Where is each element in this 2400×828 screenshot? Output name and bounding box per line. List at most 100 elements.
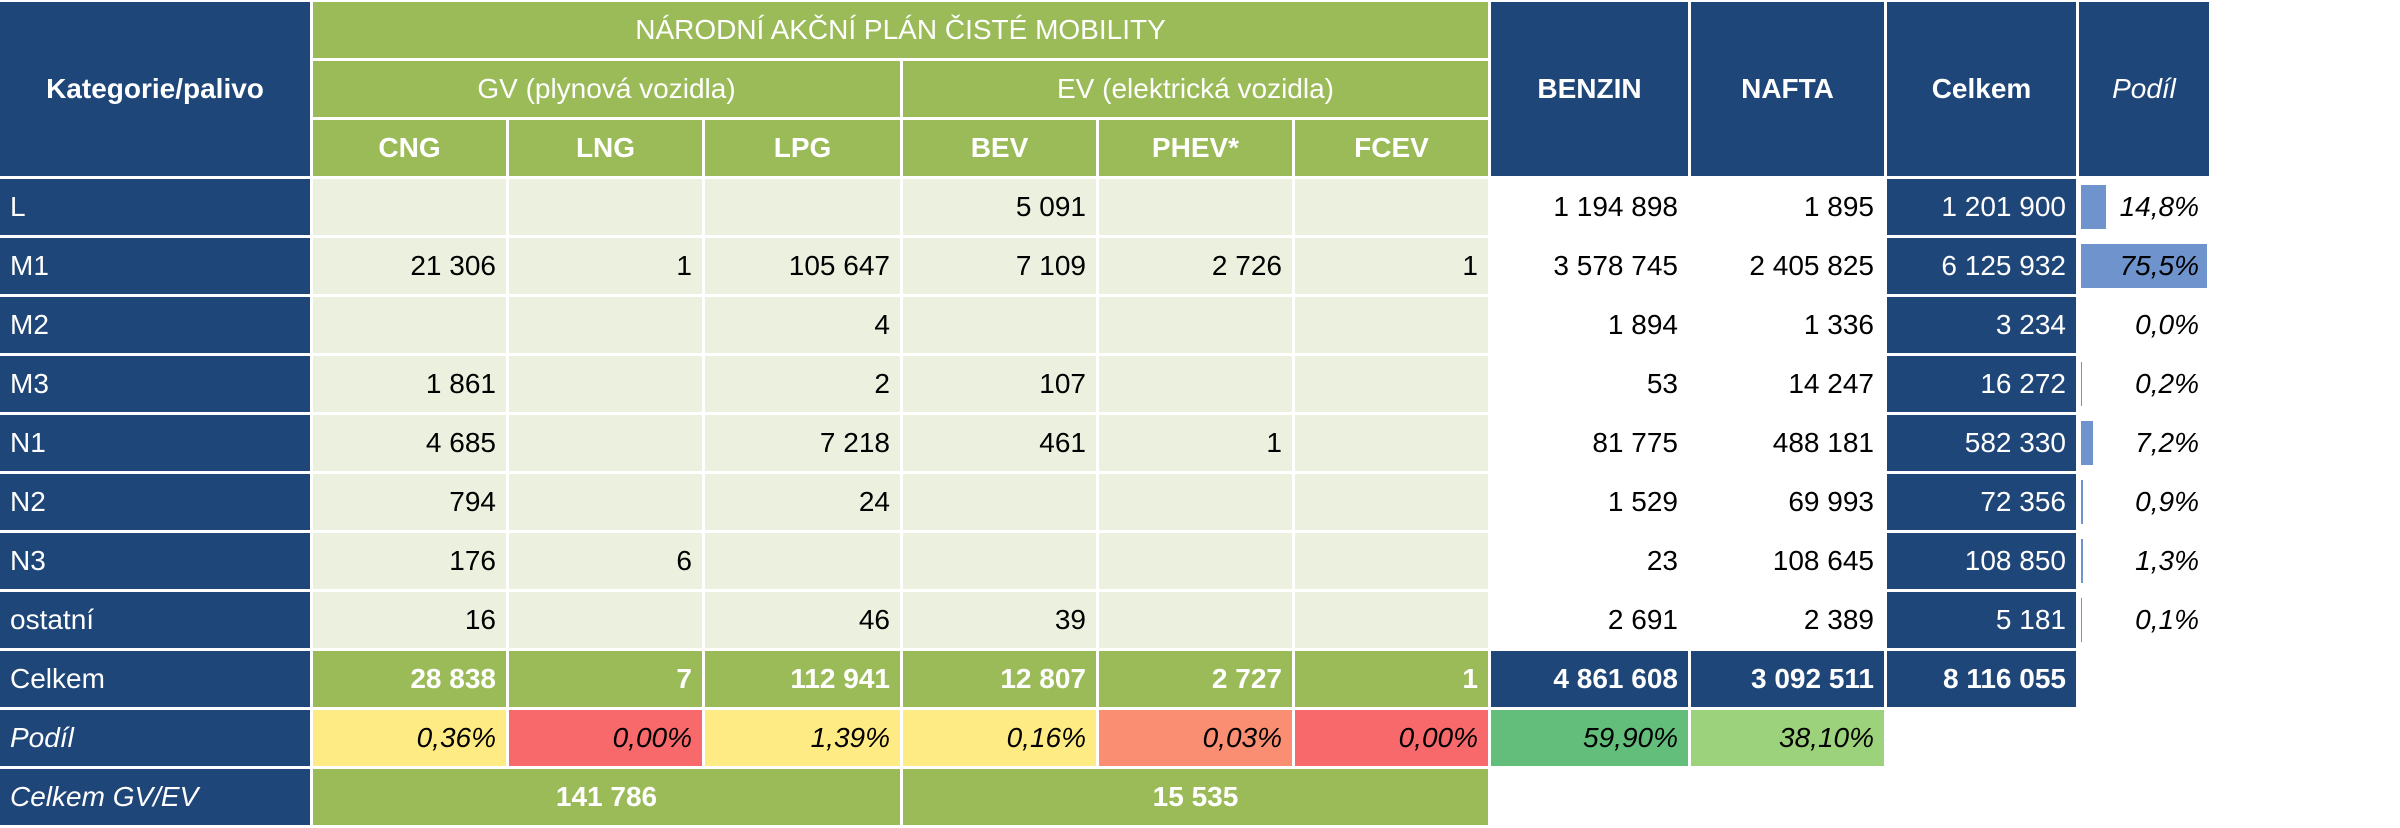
vehicle-fuel-table: Kategorie/palivo NÁRODNÍ AKČNÍ PLÁN ČIST…: [0, 0, 2212, 828]
celkem-cell: 1 201 900: [1887, 179, 2076, 235]
benzin-cell: 1 894: [1491, 297, 1688, 353]
empty-cell: [2079, 769, 2209, 825]
fuel-cell: [1099, 356, 1292, 412]
row-label: L: [0, 179, 310, 235]
ev-total: 15 535: [903, 769, 1488, 825]
fuel-cell: 2: [705, 356, 900, 412]
fuel-cell: 794: [313, 474, 506, 530]
fuel-cell: 21 306: [313, 238, 506, 294]
empty-cell: [2079, 651, 2209, 707]
fuel-cell: 461: [903, 415, 1096, 471]
fuel-cell: [1099, 592, 1292, 648]
podil-value: 0,1%: [2135, 604, 2199, 635]
benzin-cell: 81 775: [1491, 415, 1688, 471]
header-benzin: BENZIN: [1491, 2, 1688, 176]
empty-cell: [2079, 710, 2209, 766]
fuel-cell: 39: [903, 592, 1096, 648]
podil-value: 1,3%: [2135, 545, 2199, 576]
row-label: M2: [0, 297, 310, 353]
row-label: Celkem: [0, 651, 310, 707]
total-cell: 7: [509, 651, 702, 707]
total-cell: 2 727: [1099, 651, 1292, 707]
share-cell: 0,36%: [313, 710, 506, 766]
header-fuel-cng: CNG: [313, 120, 506, 176]
fuel-cell: 7 218: [705, 415, 900, 471]
fuel-cell: [1295, 297, 1488, 353]
total-cell: 1: [1295, 651, 1488, 707]
row-label: M3: [0, 356, 310, 412]
fuel-cell: [1295, 533, 1488, 589]
podil-value: 0,0%: [2135, 309, 2199, 340]
celkem-cell: 582 330: [1887, 415, 2076, 471]
gv-total: 141 786: [313, 769, 900, 825]
fuel-cell: [1099, 533, 1292, 589]
header-corner: Kategorie/palivo: [0, 2, 310, 176]
fuel-cell: [509, 592, 702, 648]
row-label: N1: [0, 415, 310, 471]
empty-cell: [1887, 769, 2076, 825]
total-nafta: 3 092 511: [1691, 651, 1884, 707]
fuel-cell: [313, 179, 506, 235]
podil-value: 0,2%: [2135, 368, 2199, 399]
celkem-cell: 108 850: [1887, 533, 2076, 589]
nafta-cell: 1 895: [1691, 179, 1884, 235]
fuel-cell: 107: [903, 356, 1096, 412]
header-group-title: NÁRODNÍ AKČNÍ PLÁN ČISTÉ MOBILITY: [313, 2, 1488, 58]
nafta-cell: 2 389: [1691, 592, 1884, 648]
podil-cell: 0,1%: [2079, 592, 2209, 648]
fuel-cell: [903, 297, 1096, 353]
fuel-cell: [509, 356, 702, 412]
header-fuel-bev: BEV: [903, 120, 1096, 176]
fuel-cell: 1: [509, 238, 702, 294]
fuel-cell: [509, 297, 702, 353]
nafta-cell: 14 247: [1691, 356, 1884, 412]
fuel-cell: [705, 179, 900, 235]
total-cell: 28 838: [313, 651, 506, 707]
share-cell: 0,00%: [509, 710, 702, 766]
fuel-cell: [903, 474, 1096, 530]
fuel-cell: 1: [1295, 238, 1488, 294]
fuel-cell: [1295, 356, 1488, 412]
fuel-cell: 16: [313, 592, 506, 648]
fuel-cell: [1295, 415, 1488, 471]
podil-data-bar: [2081, 480, 2083, 524]
fuel-cell: [313, 297, 506, 353]
podil-value: 14,8%: [2120, 191, 2199, 222]
total-celkem: 8 116 055: [1887, 651, 2076, 707]
benzin-cell: 3 578 745: [1491, 238, 1688, 294]
fuel-cell: 4 685: [313, 415, 506, 471]
fuel-cell: [903, 533, 1096, 589]
fuel-cell: [1295, 474, 1488, 530]
fuel-cell: 7 109: [903, 238, 1096, 294]
podil-cell: 14,8%: [2079, 179, 2209, 235]
benzin-cell: 1 194 898: [1491, 179, 1688, 235]
fuel-cell: 24: [705, 474, 900, 530]
row-label: M1: [0, 238, 310, 294]
fuel-cell: 176: [313, 533, 506, 589]
podil-cell: 7,2%: [2079, 415, 2209, 471]
share-cell: 0,16%: [903, 710, 1096, 766]
header-nafta: NAFTA: [1691, 2, 1884, 176]
fuel-cell: [1295, 179, 1488, 235]
fuel-cell: [1099, 297, 1292, 353]
header-gv: GV (plynová vozidla): [313, 61, 900, 117]
fuel-cell: [509, 415, 702, 471]
header-fuel-lpg: LPG: [705, 120, 900, 176]
nafta-cell: 488 181: [1691, 415, 1884, 471]
celkem-cell: 3 234: [1887, 297, 2076, 353]
header-podil: Podíl: [2079, 2, 2209, 176]
row-label: ostatní: [0, 592, 310, 648]
share-cell: 0,03%: [1099, 710, 1292, 766]
celkem-cell: 16 272: [1887, 356, 2076, 412]
podil-value: 75,5%: [2120, 250, 2199, 281]
fuel-cell: 2 726: [1099, 238, 1292, 294]
share-nafta: 38,10%: [1691, 710, 1884, 766]
